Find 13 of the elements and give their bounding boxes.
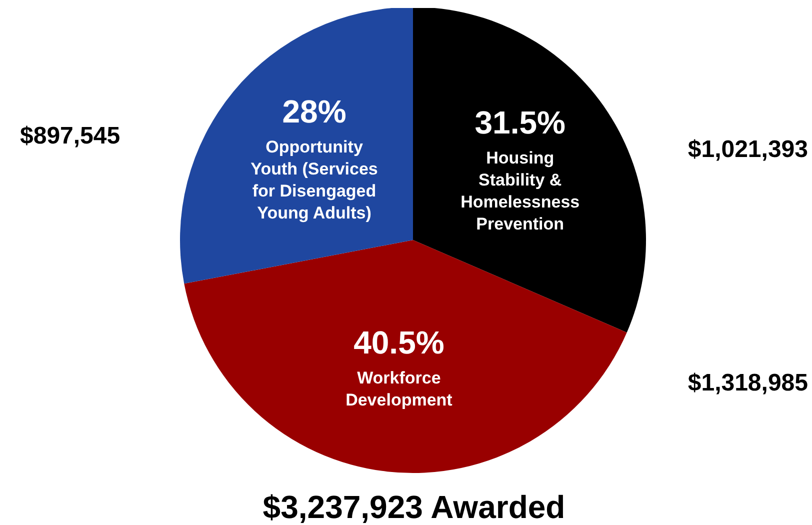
slice-label: Workforce Development bbox=[346, 368, 453, 410]
pie-slice bbox=[180, 8, 413, 284]
text: $1,318,985 bbox=[688, 370, 808, 397]
pie-slice bbox=[413, 8, 646, 333]
data-label: 40.5% bbox=[354, 324, 444, 360]
data-label: 31.5% bbox=[474, 104, 566, 141]
data-label: 28% bbox=[282, 93, 346, 130]
text: $897,545 bbox=[20, 122, 120, 150]
slice-label: Housing Stability & Homelessness Prevention bbox=[460, 148, 580, 234]
text: $1,021,393 bbox=[688, 136, 808, 163]
pie-slice bbox=[184, 240, 627, 473]
text: $3,237,923 Awarded bbox=[262, 489, 566, 525]
slice-label: Opportunity Youth (Services for Disengaged Young Adults) bbox=[250, 137, 378, 222]
